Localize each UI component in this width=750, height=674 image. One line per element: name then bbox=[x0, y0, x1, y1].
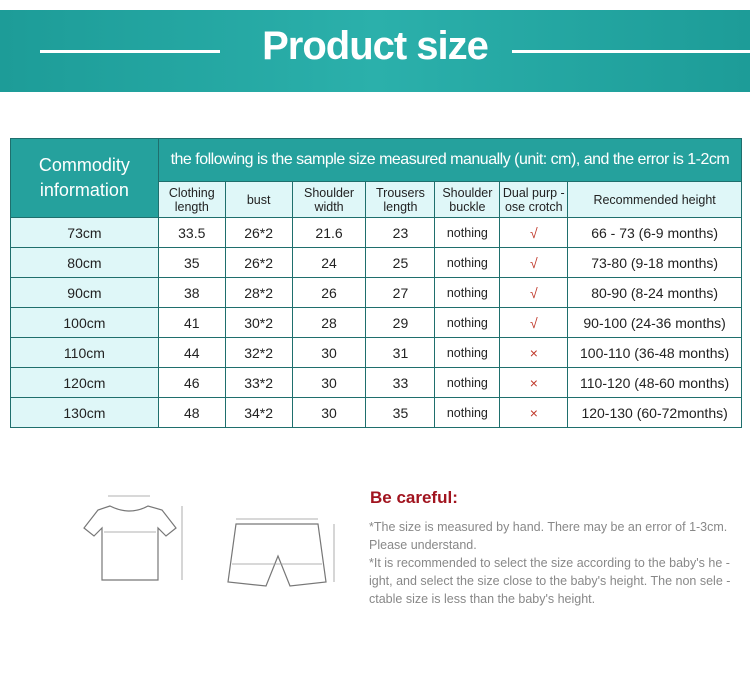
table-cell: 44 bbox=[157, 337, 226, 368]
table-cell: 73-80 (9-18 months) bbox=[567, 247, 742, 278]
table-cell: 28*2 bbox=[224, 277, 293, 308]
table-cell: × bbox=[499, 367, 569, 398]
table-cell: nothing bbox=[434, 367, 501, 398]
table-cell: √ bbox=[499, 247, 569, 278]
table-cell: nothing bbox=[434, 307, 501, 338]
table-row: 110cm 44 32*2 30 31 nothing × 100-110 (36-48 mo… bbox=[10, 337, 742, 368]
divider bbox=[40, 50, 220, 53]
table-cell: nothing bbox=[434, 277, 501, 308]
table-cell: 33 bbox=[365, 367, 436, 398]
table-cell: 30 bbox=[291, 337, 367, 368]
table-cell: 38 bbox=[157, 277, 226, 308]
size-cell: 100cm bbox=[10, 307, 159, 338]
careful-notes: *The size is measured by hand. There may… bbox=[369, 518, 749, 608]
page-title: Product size bbox=[262, 24, 489, 68]
title-banner: Product size bbox=[0, 10, 750, 92]
table-cell: 46 bbox=[157, 367, 226, 398]
size-cell: 110cm bbox=[10, 337, 159, 368]
table-cell: 21.6 bbox=[291, 217, 367, 248]
table-cell: 30 bbox=[291, 367, 367, 398]
table-cell: 48 bbox=[157, 397, 226, 428]
table-cell: 26*2 bbox=[224, 247, 293, 278]
table-row: 100cm 41 30*2 28 29 nothing √ 90-100 (24-36 mon… bbox=[10, 307, 742, 338]
table-cell: 41 bbox=[157, 307, 226, 338]
table-cell: √ bbox=[499, 277, 569, 308]
table-row: 120cm 46 33*2 30 33 nothing × 110-120 (48-60 mo… bbox=[10, 367, 742, 398]
column-header: Trousers length bbox=[365, 181, 436, 218]
divider bbox=[512, 50, 750, 53]
table-cell: 23 bbox=[365, 217, 436, 248]
table-cell: 35 bbox=[365, 397, 436, 428]
table-cell: 26*2 bbox=[224, 217, 293, 248]
table-cell: √ bbox=[499, 307, 569, 338]
table-cell: 33.5 bbox=[157, 217, 226, 248]
size-table: Commodity information the following is t… bbox=[10, 138, 743, 428]
table-cell: 30*2 bbox=[224, 307, 293, 338]
table-row: 130cm 48 34*2 30 35 nothing × 120-130 (60-72mon… bbox=[10, 397, 742, 428]
table-cell: 24 bbox=[291, 247, 367, 278]
table-cell: 120-130 (60-72months) bbox=[567, 397, 742, 428]
table-cell: 27 bbox=[365, 277, 436, 308]
table-cell: 110-120 (48-60 months) bbox=[567, 367, 742, 398]
table-cell: 32*2 bbox=[224, 337, 293, 368]
table-cell: 90-100 (24-36 months) bbox=[567, 307, 742, 338]
table-cell: × bbox=[499, 397, 569, 428]
table-row: 80cm 35 26*2 24 25 nothing √ 73-80 (9-18 months… bbox=[10, 247, 742, 278]
table-cell: 80-90 (8-24 months) bbox=[567, 277, 742, 308]
size-cell: 130cm bbox=[10, 397, 159, 428]
table-cell: 33*2 bbox=[224, 367, 293, 398]
column-header: Dual purp -ose crotch bbox=[499, 181, 569, 218]
table-cell: 35 bbox=[157, 247, 226, 278]
table-row: 90cm 38 28*2 26 27 nothing √ 80-90 (8-24 months… bbox=[10, 277, 742, 308]
note-2: *It is recommended to select the size ac… bbox=[369, 556, 731, 606]
column-header: Shoulder buckle bbox=[434, 181, 501, 218]
table-cell: × bbox=[499, 337, 569, 368]
table-cell: √ bbox=[499, 217, 569, 248]
size-cell: 90cm bbox=[10, 277, 159, 308]
size-cell: 73cm bbox=[10, 217, 159, 248]
commodity-header: Commodity information bbox=[10, 138, 159, 218]
table-cell: nothing bbox=[434, 217, 501, 248]
table-cell: 34*2 bbox=[224, 397, 293, 428]
table-cell: nothing bbox=[434, 247, 501, 278]
table-cell: 28 bbox=[291, 307, 367, 338]
be-careful-heading: Be careful: bbox=[370, 488, 458, 507]
table-cell: 29 bbox=[365, 307, 436, 338]
table-cell: nothing bbox=[434, 337, 501, 368]
note-header: the following is the sample size measure… bbox=[157, 138, 743, 182]
table-cell: nothing bbox=[434, 397, 501, 428]
size-cell: 120cm bbox=[10, 367, 159, 398]
table-cell: 25 bbox=[365, 247, 436, 278]
table-row: 73cm 33.5 26*2 21.6 23 nothing √ 66 - 73 (6-9 m… bbox=[10, 217, 742, 248]
note-1: *The size is measured by hand. There may… bbox=[369, 520, 728, 552]
shorts-diagram-icon bbox=[227, 518, 335, 587]
table-cell: 100-110 (36-48 months) bbox=[567, 337, 742, 368]
tshirt-diagram-icon bbox=[83, 495, 183, 581]
size-cell: 80cm bbox=[10, 247, 159, 278]
table-cell: 31 bbox=[365, 337, 436, 368]
table-cell: 66 - 73 (6-9 months) bbox=[567, 217, 742, 248]
column-header: bust bbox=[224, 181, 293, 218]
column-header: Clothing length bbox=[157, 181, 226, 218]
column-header: Recommended height bbox=[567, 181, 742, 218]
table-cell: 30 bbox=[291, 397, 367, 428]
table-cell: 26 bbox=[291, 277, 367, 308]
column-header: Shoulder width bbox=[291, 181, 367, 218]
